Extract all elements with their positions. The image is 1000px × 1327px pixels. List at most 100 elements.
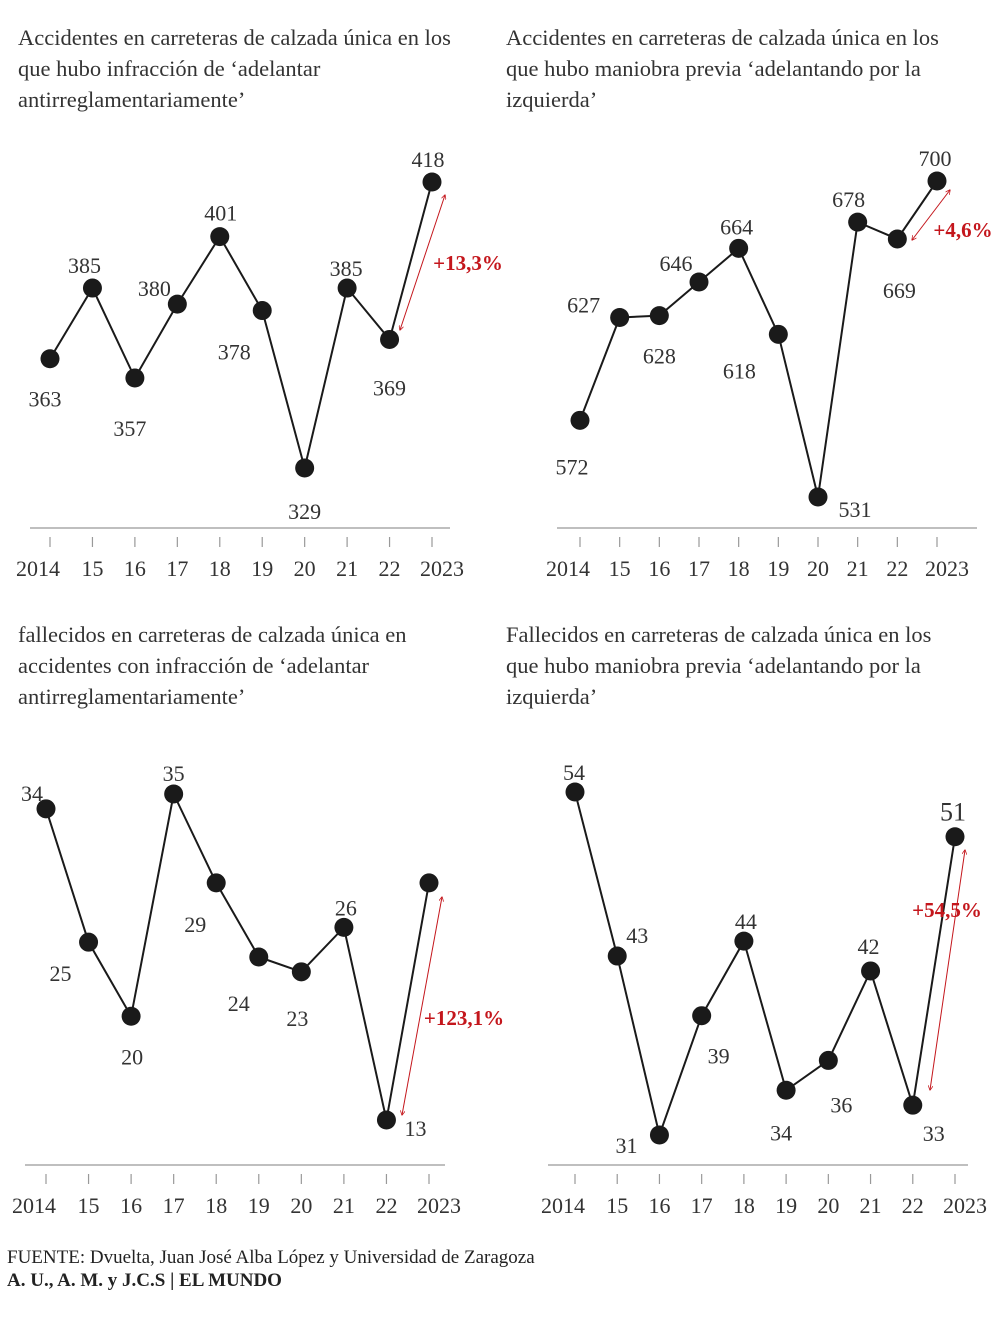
- series-line: [49, 181, 433, 469]
- data-label: 380: [138, 276, 171, 301]
- data-label: 378: [218, 340, 251, 365]
- x-tick-label: 16: [648, 556, 670, 581]
- data-point: [570, 410, 590, 430]
- x-tick-label: 2023: [417, 1193, 461, 1218]
- data-label: 26: [335, 895, 357, 920]
- data-point: [380, 329, 400, 349]
- data-label: 700: [919, 146, 952, 171]
- change-annotation: +4,6%: [933, 218, 992, 242]
- change-annotation: +54,5%: [912, 898, 982, 922]
- change-annotation: +13,3%: [433, 251, 503, 275]
- data-label: 42: [858, 934, 880, 959]
- data-point: [689, 272, 709, 292]
- chart-title-4: Fallecidos en carreteras de calzada únic…: [506, 622, 932, 709]
- x-tick-label: 22: [375, 1193, 397, 1218]
- data-point: [887, 229, 907, 249]
- data-point: [927, 171, 947, 191]
- data-label: 627: [567, 292, 600, 317]
- x-tick-label: 18: [209, 556, 231, 581]
- x-tick-label: 2014: [16, 556, 60, 581]
- x-tick-label: 2023: [925, 556, 969, 581]
- data-label: 29: [184, 912, 206, 937]
- data-point: [40, 349, 60, 369]
- source-label: FUENTE:: [7, 1247, 86, 1268]
- data-label: 357: [113, 416, 146, 441]
- x-tick-label: 16: [124, 556, 146, 581]
- x-tick-label: 20: [294, 556, 316, 581]
- x-tick-label: 19: [767, 556, 789, 581]
- credits: A. U., A. M. y J.C.S | EL MUNDO: [7, 1269, 535, 1292]
- chart-title-2: Accidentes en carreteras de calzada únic…: [506, 25, 939, 112]
- data-point: [295, 458, 315, 478]
- x-tick-label: 16: [120, 1193, 142, 1218]
- change-arrow: [912, 190, 950, 240]
- data-point: [206, 873, 226, 893]
- data-point: [734, 931, 754, 951]
- data-label: 418: [412, 147, 445, 172]
- data-point: [291, 962, 311, 982]
- x-tick-label: 21: [860, 1193, 882, 1218]
- x-tick-label: 22: [379, 556, 401, 581]
- x-tick-label: 18: [728, 556, 750, 581]
- data-point: [164, 784, 184, 804]
- x-tick-label: 15: [606, 1193, 628, 1218]
- change-arrow: [400, 195, 445, 330]
- x-tick-label: 20: [807, 556, 829, 581]
- x-tick-label: 22: [902, 1193, 924, 1218]
- data-point: [861, 961, 881, 981]
- data-point: [252, 301, 272, 321]
- data-label: 54: [563, 760, 585, 785]
- data-point: [36, 799, 56, 819]
- x-tick-label: 16: [648, 1193, 670, 1218]
- credits-text: A. U., A. M. y J.C.S | EL MUNDO: [7, 1270, 282, 1291]
- data-point: [337, 278, 357, 298]
- x-tick-label: 2014: [541, 1193, 585, 1218]
- x-tick-label: 21: [336, 556, 358, 581]
- data-point: [167, 294, 187, 314]
- data-label: 43: [626, 923, 648, 948]
- x-tick-label: 2014: [12, 1193, 56, 1218]
- x-tick-label: 19: [248, 1193, 270, 1218]
- data-label: 385: [330, 256, 363, 281]
- line-chart-3: 2014 15 16 17 18 19 20 21 22 2023 34 25 20 35 29 24 23 26…: [12, 761, 504, 1218]
- x-tick-label: 22: [886, 556, 908, 581]
- data-label: 385: [68, 253, 101, 278]
- x-tick-label: 15: [609, 556, 631, 581]
- data-label: 669: [883, 278, 916, 303]
- data-label: 618: [723, 358, 756, 383]
- change-arrow: [402, 897, 442, 1115]
- x-tick-label: 2014: [546, 556, 590, 581]
- line-chart-4: 2014 15 16 17 18 19 20 21 22 2023 54 43 31 39 44 34 36 42…: [541, 760, 987, 1218]
- data-label: 23: [286, 1006, 308, 1031]
- data-label: 20: [121, 1044, 143, 1069]
- x-tick-label: 18: [733, 1193, 755, 1218]
- x-tick-label: 21: [333, 1193, 355, 1218]
- data-label: 369: [373, 375, 406, 400]
- data-point: [82, 278, 102, 298]
- data-label: 572: [556, 454, 589, 479]
- data-point: [903, 1095, 923, 1115]
- data-point: [125, 368, 145, 388]
- data-point: [818, 1050, 838, 1070]
- x-tick-label: 15: [81, 556, 103, 581]
- data-point: [692, 1006, 712, 1026]
- data-label: 531: [839, 497, 872, 522]
- data-label: 664: [720, 214, 753, 239]
- series-line: [45, 790, 430, 1121]
- data-point: [610, 307, 630, 327]
- x-tick-label: 19: [251, 556, 273, 581]
- data-label: 25: [50, 961, 72, 986]
- data-point: [776, 1080, 796, 1100]
- data-label: 401: [204, 201, 237, 226]
- x-tick-label: 21: [847, 556, 869, 581]
- data-label: 35: [163, 761, 185, 786]
- source-text: Dvuelta, Juan José Alba López y Universi…: [89, 1247, 535, 1268]
- data-label: 44: [735, 909, 757, 934]
- data-label: 678: [832, 187, 865, 212]
- x-tick-label: 17: [166, 556, 188, 581]
- x-tick-label: 20: [817, 1193, 839, 1218]
- data-label: 34: [21, 781, 43, 806]
- data-point: [249, 947, 269, 967]
- data-point: [649, 1125, 669, 1145]
- data-point: [210, 227, 230, 247]
